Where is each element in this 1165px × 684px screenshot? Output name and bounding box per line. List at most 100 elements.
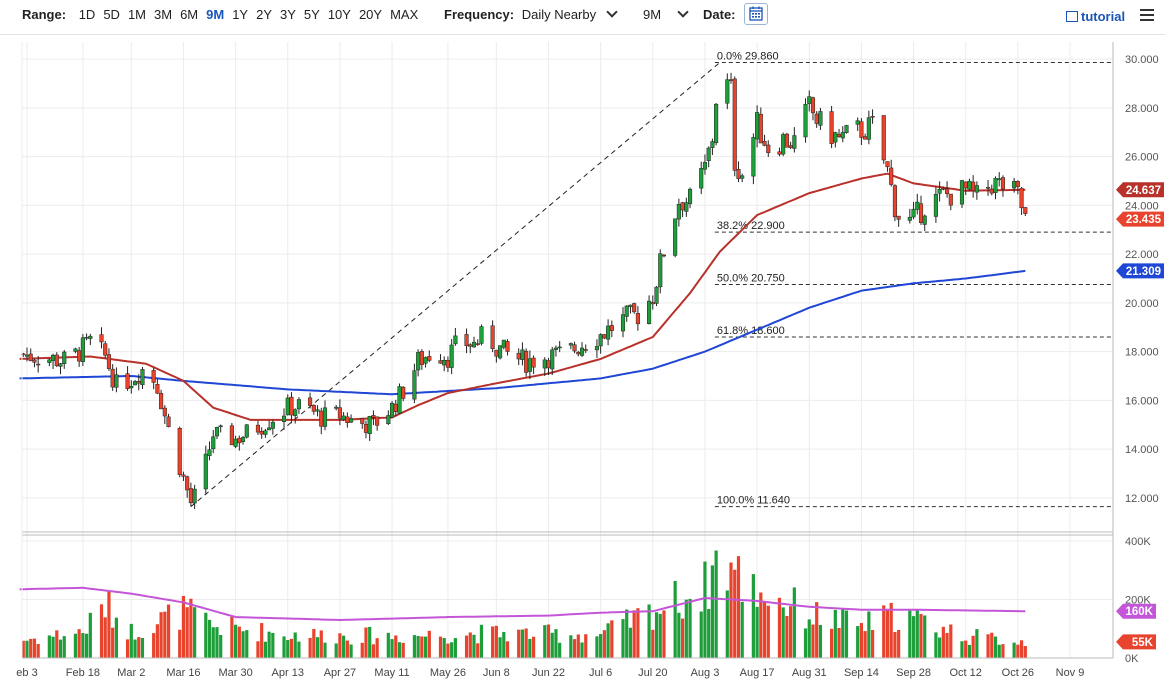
candle-down bbox=[319, 410, 324, 427]
volume-bar-down bbox=[636, 608, 640, 658]
volume-bar-down bbox=[1023, 646, 1027, 658]
frequency-dropdown[interactable]: Daily Nearby bbox=[521, 7, 597, 22]
volume-bar-down bbox=[491, 626, 495, 658]
range-button-3y[interactable]: 3Y bbox=[280, 7, 296, 22]
range-button-max[interactable]: MAX bbox=[390, 7, 419, 22]
range-button-6m[interactable]: 6M bbox=[180, 7, 199, 22]
range-button-2y[interactable]: 2Y bbox=[256, 7, 272, 22]
candle-down bbox=[963, 181, 968, 189]
volume-bar-down bbox=[870, 629, 875, 658]
volume-bar-up bbox=[688, 598, 692, 658]
candle-down bbox=[732, 78, 737, 171]
volume-bar-up bbox=[58, 639, 63, 658]
tutorial-link[interactable]: tutorial bbox=[1066, 9, 1125, 24]
candle-up bbox=[714, 103, 719, 144]
range-button-5y[interactable]: 5Y bbox=[303, 7, 320, 22]
range-button-1d[interactable]: 1D bbox=[78, 7, 96, 22]
price-badge-label: 160K bbox=[1126, 606, 1154, 618]
volume-bar-up bbox=[628, 627, 633, 658]
candle-down bbox=[136, 381, 141, 384]
fib-label: 38.2% 22.900 bbox=[717, 220, 785, 232]
candle-down bbox=[159, 393, 164, 410]
volume-bar-up bbox=[442, 637, 446, 658]
candle-down bbox=[162, 407, 167, 417]
range-button-10y[interactable]: 10Y bbox=[327, 7, 351, 22]
x-tick-label: Mar 30 bbox=[218, 667, 252, 679]
range-button-1y[interactable]: 1Y bbox=[232, 7, 249, 22]
volume-bar-down bbox=[159, 612, 163, 658]
candle-up bbox=[263, 430, 268, 435]
volume-bar-up bbox=[673, 580, 677, 658]
volume-bar-down bbox=[308, 637, 312, 658]
volume-bar-up bbox=[234, 624, 238, 658]
candle-up bbox=[855, 120, 860, 125]
volume-bar-down bbox=[185, 607, 189, 658]
volume-bar-down bbox=[99, 604, 104, 658]
chevron-down-icon[interactable] bbox=[606, 6, 618, 18]
volume-bar-down bbox=[736, 556, 741, 658]
volume-bar-down bbox=[766, 605, 770, 658]
candle-down bbox=[516, 352, 521, 360]
volume-bar-up bbox=[647, 604, 651, 658]
candle-down bbox=[885, 161, 890, 168]
menu-icon[interactable] bbox=[1140, 9, 1154, 21]
volume-bar-down bbox=[532, 636, 536, 658]
candle-up bbox=[442, 359, 447, 366]
range-button-9m[interactable]: 9M bbox=[206, 7, 225, 22]
volume-bar-down bbox=[260, 623, 264, 658]
volume-bar-up bbox=[938, 637, 942, 658]
candle-down bbox=[229, 425, 234, 446]
price-badge bbox=[1116, 211, 1164, 227]
candle-up bbox=[322, 407, 328, 427]
volume-bar-down bbox=[289, 638, 294, 658]
volume-bar-down bbox=[986, 634, 990, 658]
price-badge bbox=[1116, 634, 1156, 650]
volume-bar-up bbox=[502, 631, 506, 658]
candle-down bbox=[125, 373, 130, 389]
candle-down bbox=[788, 145, 793, 148]
candle-down bbox=[363, 424, 369, 433]
volume-bar-up bbox=[498, 637, 502, 658]
volume-bar-up bbox=[844, 610, 849, 658]
price-chart[interactable]: 0.0% 29.860 38.2% 22.900 50.0% 20.750 61.8%… bbox=[0, 34, 1165, 684]
chevron-down-icon[interactable] bbox=[677, 6, 689, 18]
range-button-5d[interactable]: 5D bbox=[103, 7, 120, 22]
candle-up bbox=[553, 347, 559, 350]
candle-up bbox=[412, 370, 417, 400]
range-button-3m[interactable]: 3M bbox=[154, 7, 173, 22]
frequency-selector[interactable]: Frequency: Daily Nearby bbox=[444, 6, 618, 22]
volume-bar-down bbox=[36, 643, 40, 658]
candle-down bbox=[438, 360, 443, 364]
volume-bar-up bbox=[658, 613, 662, 658]
period-selector[interactable]: 9M bbox=[643, 6, 689, 22]
candle-down bbox=[468, 344, 473, 347]
volume-bar-up bbox=[915, 609, 919, 658]
volume-bar-up bbox=[997, 644, 1001, 658]
candle-up bbox=[527, 358, 532, 372]
range-button-1m[interactable]: 1M bbox=[127, 7, 146, 22]
volume-bar-down bbox=[375, 638, 379, 658]
candle-down bbox=[918, 203, 924, 223]
candle-up bbox=[620, 314, 626, 332]
axes: 30.000 28.000 26.000 24.000 22.000 20.000 18.0… bbox=[16, 42, 1159, 679]
fib-label: 61.8% 18.600 bbox=[717, 325, 785, 337]
volume-bar-up bbox=[550, 632, 554, 658]
range-button-20y[interactable]: 20Y bbox=[358, 7, 383, 22]
moving-averages bbox=[19, 172, 1026, 421]
candle-up bbox=[658, 253, 663, 288]
candle-down bbox=[419, 351, 424, 365]
volume-bar-up bbox=[286, 640, 290, 658]
candle-up bbox=[624, 305, 629, 317]
volume-bar-down bbox=[1016, 644, 1020, 658]
volume-bar-up bbox=[267, 631, 271, 658]
volume-bar-down bbox=[394, 635, 398, 658]
calendar-button[interactable] bbox=[744, 3, 768, 25]
volume-bar-up bbox=[219, 635, 223, 658]
volume-bar-up bbox=[297, 641, 301, 658]
sma-short-line bbox=[19, 172, 1026, 421]
candle-down bbox=[870, 115, 875, 118]
candle-down bbox=[181, 474, 186, 477]
x-tick-label: Sep 14 bbox=[844, 667, 879, 679]
candle-down bbox=[375, 416, 380, 426]
period-dropdown[interactable]: 9M bbox=[643, 7, 662, 22]
